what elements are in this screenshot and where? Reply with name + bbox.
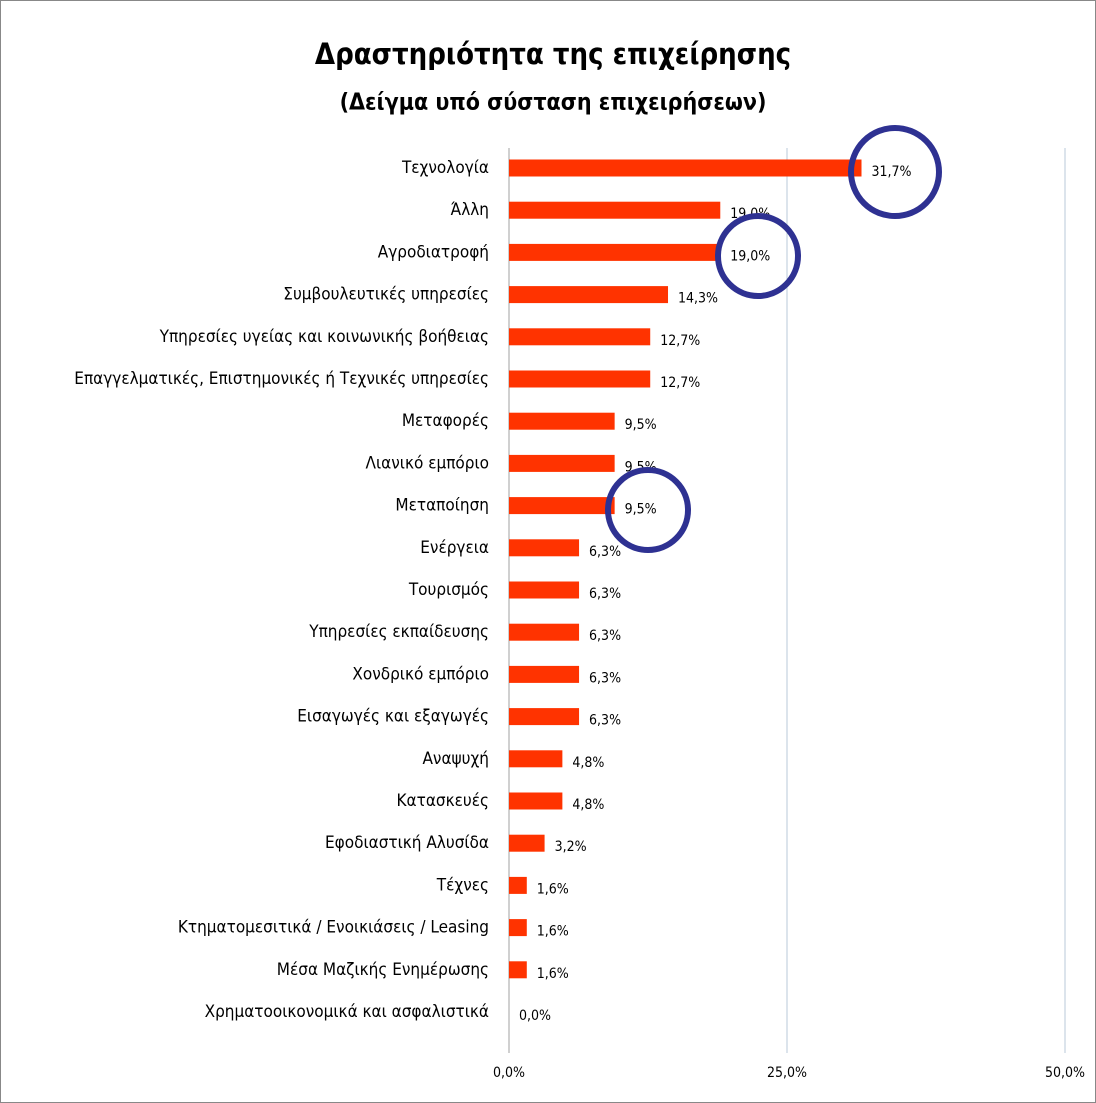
bar <box>509 454 615 472</box>
bar <box>509 328 651 346</box>
value-label: 6,3% <box>589 670 621 686</box>
bar <box>509 708 580 726</box>
value-label: 4,8% <box>572 797 604 813</box>
bar <box>509 876 527 894</box>
bar <box>509 623 580 641</box>
category-label: Αγροδιατροφή <box>378 242 489 262</box>
category-label: Ενέργεια <box>420 538 489 558</box>
x-tick-label: 25,0% <box>767 1065 807 1081</box>
value-label: 6,3% <box>589 586 621 602</box>
value-label: 0,0% <box>519 1008 551 1024</box>
value-label: 19,0% <box>730 248 770 264</box>
bar <box>509 370 651 388</box>
category-label: Υπηρεσίες υγείας και κοινωνικής βοήθειας <box>159 327 489 347</box>
bar <box>509 961 527 979</box>
plot: 0,0% 25,0% 50,0% Τεχνολογία 31,7% Άλλη 19,0% Αγ… <box>74 148 1085 1081</box>
chart-subtitle: (Δείγμα υπό σύσταση επιχειρήσεων) <box>340 90 767 116</box>
category-label: Άλλη <box>451 200 489 220</box>
highlight-circle <box>715 213 801 299</box>
bar <box>509 919 527 937</box>
bar <box>509 243 721 261</box>
category-label: Εισαγωγές και εξαγωγές <box>297 707 489 727</box>
category-label: Μεταφορές <box>402 411 489 431</box>
bar <box>509 834 545 852</box>
category-label: Λιανικό εμπόριο <box>366 453 489 473</box>
bar <box>509 286 669 304</box>
value-label: 31,7% <box>872 164 912 180</box>
bar <box>509 201 721 219</box>
value-label: 6,3% <box>589 628 621 644</box>
value-label: 12,7% <box>660 375 700 391</box>
bar <box>509 412 615 430</box>
value-label: 14,3% <box>678 291 718 307</box>
value-label: 6,3% <box>589 713 621 729</box>
highlight-circle <box>605 467 691 553</box>
category-label: Χρηματοοικονομικά και ασφαλιστικά <box>205 1002 489 1022</box>
category-label: Τεχνολογία <box>401 158 489 178</box>
value-label: 4,8% <box>572 755 604 771</box>
x-tick-label: 50,0% <box>1045 1065 1085 1081</box>
value-label: 9,5% <box>625 502 657 518</box>
value-label: 3,2% <box>555 839 587 855</box>
value-label: 12,7% <box>660 333 700 349</box>
annotations <box>605 125 942 553</box>
x-tick-label: 0,0% <box>493 1065 525 1081</box>
chart-title: Δραστηριότητα της επιχείρησης <box>315 37 791 71</box>
category-label: Κτηματομεσιτικά / Ενοικιάσεις / Leasing <box>178 918 489 938</box>
bar <box>509 497 615 515</box>
category-label: Εφοδιαστική Αλυσίδα <box>325 833 489 853</box>
category-label: Τουρισμός <box>408 580 489 600</box>
value-label: 1,6% <box>537 966 569 982</box>
category-label: Επαγγελματικές, Επιστημονικές ή Τεχνικές… <box>74 369 489 389</box>
category-label: Συμβουλευτικές υπηρεσίες <box>283 285 489 305</box>
highlight-circle <box>848 125 942 219</box>
category-label: Μέσα Μαζικής Ενημέρωσης <box>277 960 489 980</box>
category-label: Αναψυχή <box>422 749 489 769</box>
value-label: 6,3% <box>589 544 621 560</box>
bar <box>509 159 862 177</box>
value-label: 9,5% <box>625 417 657 433</box>
value-label: 1,6% <box>537 881 569 897</box>
value-label: 1,6% <box>537 924 569 940</box>
bar <box>509 750 563 768</box>
category-label: Κατασκευές <box>397 791 489 811</box>
category-label: Μεταποίηση <box>395 496 489 516</box>
category-label: Υπηρεσίες εκπαίδευσης <box>308 622 489 642</box>
bar <box>509 581 580 599</box>
bar <box>509 665 580 683</box>
category-label: Χονδρικό εμπόριο <box>352 664 489 684</box>
bar <box>509 792 563 810</box>
bar <box>509 539 580 557</box>
category-label: Τέχνες <box>436 875 489 895</box>
